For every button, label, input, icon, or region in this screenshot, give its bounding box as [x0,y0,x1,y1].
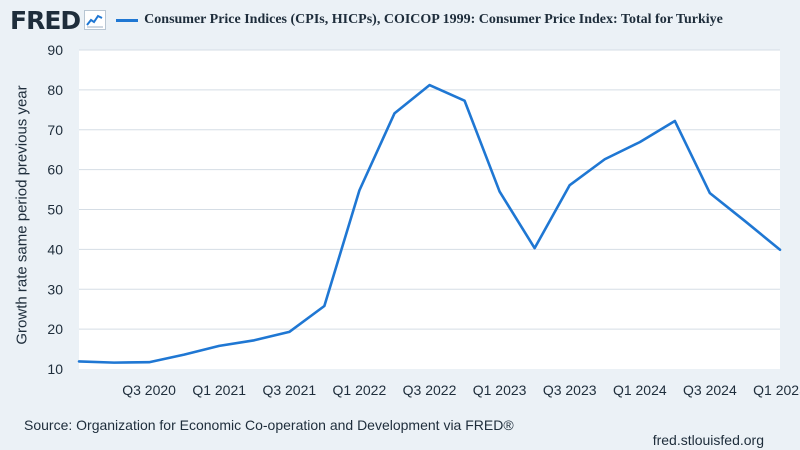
data-point-q4-2023[interactable] [602,157,607,162]
data-point-q1-2025[interactable] [778,247,783,252]
x-tick-q1-2023: Q1 2023 [473,382,527,398]
legend-label: Consumer Price Indices (CPIs, HICPs), CO… [144,12,723,27]
data-point-q2-2023[interactable] [532,246,537,251]
y-tick-40: 40 [47,241,63,257]
data-point-q3-2022[interactable] [427,83,432,88]
x-tick-q1-2021: Q1 2021 [192,382,246,398]
x-tick-q1-2025: Q1 2025 [753,382,800,398]
y-tick-labels: 10 20 30 40 50 60 70 80 90 [47,42,63,377]
data-point-q2-2024[interactable] [672,118,677,123]
data-point-q3-2023[interactable] [567,183,572,188]
legend-swatch [116,18,139,22]
site-credit[interactable]: fred.stlouisfed.org [652,432,764,448]
data-point-q3-2020[interactable] [147,360,152,365]
data-point-q3-2021[interactable] [287,329,292,334]
data-point-q3-2024[interactable] [707,191,712,196]
x-tick-q1-2022: Q1 2022 [333,382,387,398]
x-tick-q3-2022: Q3 2022 [403,382,457,398]
data-point-q1-2020[interactable] [77,359,82,364]
x-tick-q1-2024: Q1 2024 [613,382,667,398]
x-tick-labels: Q3 2020 Q1 2021 Q3 2021 Q1 2022 Q3 2022 Q1 20… [122,382,800,398]
y-tick-50: 50 [47,202,63,218]
series-group [77,83,783,365]
y-tick-30: 30 [47,281,63,297]
x-tick-q3-2024: Q3 2024 [683,382,737,398]
data-point-q2-2020[interactable] [112,360,117,365]
data-point-q4-2022[interactable] [462,98,467,103]
source-note: Source: Organization for Economic Co-ope… [24,417,514,433]
y-tick-70: 70 [47,122,63,138]
line-chart-icon [84,10,107,30]
data-point-q1-2023[interactable] [497,189,502,194]
y-tick-80: 80 [47,82,63,98]
data-point-q1-2021[interactable] [217,343,222,348]
x-tick-q3-2023: Q3 2023 [543,382,597,398]
x-tick-q3-2020: Q3 2020 [122,382,176,398]
y-tick-90: 90 [47,42,63,58]
data-point-q1-2022[interactable] [357,188,362,193]
data-point-q4-2021[interactable] [322,303,327,308]
y-tick-60: 60 [47,162,63,178]
gridlines [79,49,780,330]
data-point-q4-2024[interactable] [742,219,747,224]
chart-header: FRED Consumer Price Indices (CPIs, HICPs… [10,5,723,35]
data-point-q1-2024[interactable] [637,140,642,145]
data-point-q2-2022[interactable] [392,111,397,116]
data-point-q4-2020[interactable] [182,352,187,357]
y-tick-20: 20 [47,321,63,337]
data-point-q2-2021[interactable] [252,338,257,343]
fred-logo[interactable]: FRED [10,5,81,35]
y-tick-10: 10 [47,361,63,377]
series-line[interactable] [77,83,782,364]
x-tick-q3-2021: Q3 2021 [262,382,316,398]
